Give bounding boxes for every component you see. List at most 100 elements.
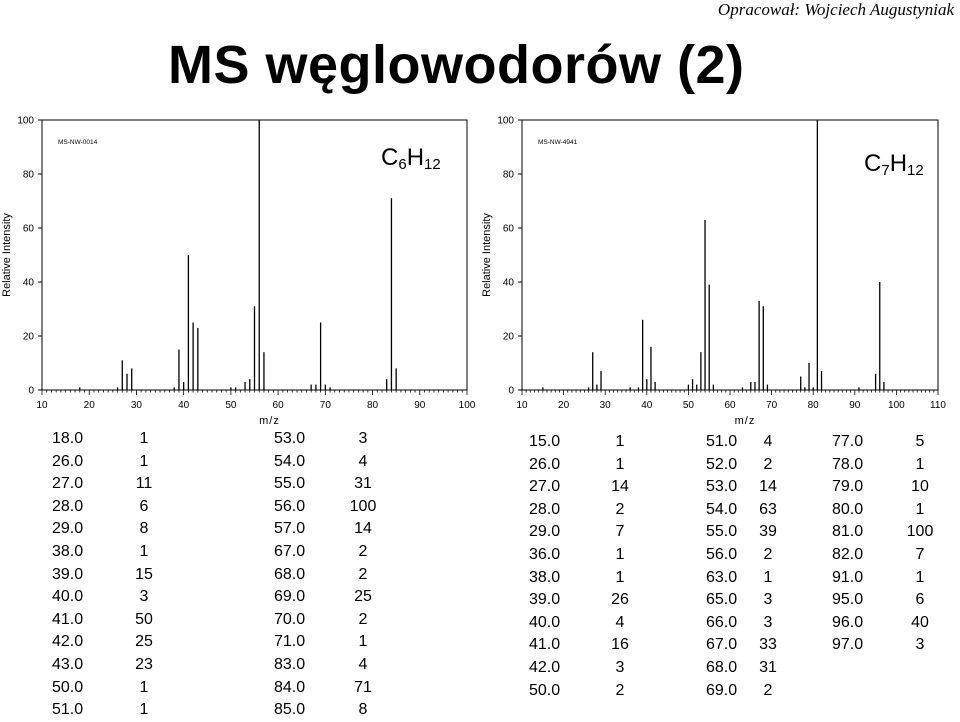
intensity-value: 1 [139,543,149,560]
x-tick-label: 20 [558,400,570,411]
mz-value: 57.0 [274,520,306,538]
spectrum-id-label: MS-NW-4941 [538,139,578,146]
mz-value: 77.0 [832,433,864,450]
y-axis-label: Relative Intensity [482,213,493,297]
mz-value: 67.0 [274,543,306,560]
intensity-value: 23 [135,656,153,673]
intensity-value: 3 [915,636,925,654]
intensity-value: 2 [763,455,773,473]
intensity-value: 3 [763,613,773,631]
formula-subscript: 12 [424,156,441,173]
y-tick-label: 60 [23,224,35,235]
intensity-value: 4 [358,656,368,673]
x-tick-label: 10 [36,400,48,411]
mz-value: 91.0 [832,568,864,586]
intensity-value: 26 [611,591,629,609]
mz-value: 78.0 [832,455,864,473]
x-tick-label: 50 [225,400,237,411]
formula-element: C [864,150,882,177]
formula-element: H [406,144,425,171]
mz-value: 83.0 [274,656,306,673]
intensity-value: 1 [615,546,625,563]
intensity-value: 39 [759,523,777,541]
intensity-value: 10 [911,478,929,496]
mz-value: 18.0 [52,430,84,447]
mz-value: 96.0 [832,613,864,631]
formula-subscript: 12 [907,162,924,179]
intensity-value: 7 [615,523,625,541]
intensity-value: 16 [611,636,629,654]
mz-value: 70.0 [274,610,306,628]
mz-value: 50.0 [52,678,84,696]
x-tick-label: 100 [459,400,476,411]
y-tick-label: 100 [17,116,34,127]
intensity-value: 1 [615,455,625,473]
intensity-value: 1 [139,678,149,696]
intensity-value: 4 [763,433,773,450]
mz-value: 65.0 [706,591,738,609]
intensity-value: 1 [139,701,149,719]
intensity-value: 100 [349,497,377,515]
mz-value: 71.0 [274,633,306,651]
mz-value: 43.0 [52,656,84,673]
x-axis-label: m/z [735,415,756,427]
mz-value: 51.0 [52,701,84,719]
intensity-value: 40 [911,613,929,631]
mz-value: 85.0 [274,701,306,719]
mz-value: 95.0 [832,591,864,609]
intensity-value: 11 [135,475,153,493]
intensity-value: 2 [358,610,368,628]
x-tick-label: 10 [516,400,528,411]
mz-value: 28.0 [529,500,561,518]
mz-value: 69.0 [274,588,306,606]
intensity-value: 1 [915,455,925,473]
mz-value: 28.0 [52,497,84,515]
intensity-value: 7 [915,546,925,563]
intensity-value: 25 [354,588,372,606]
intensity-value: 3 [358,430,368,447]
x-tick-label: 30 [131,400,143,411]
mz-value: 40.0 [529,613,561,631]
intensity-value: 63 [759,500,777,518]
spectrum-id-label: MS-NW-0014 [58,139,98,146]
mz-value: 51.0 [706,433,738,450]
intensity-value: 33 [759,636,777,654]
intensity-value: 50 [135,610,153,628]
y-tick-label: 0 [508,386,514,397]
mz-value: 54.0 [274,452,306,470]
intensity-value: 2 [763,681,773,699]
y-tick-label: 80 [503,170,515,181]
intensity-value: 2 [615,681,625,699]
x-tick-label: 70 [320,400,332,411]
y-tick-label: 40 [503,278,515,289]
spectrum-chart-c6h12: 0 20 40 60 80 100 10 20 30 40 50 60 70 80 90 100 m/z Rela… [1,116,476,427]
mz-value: 42.0 [52,633,84,651]
molecular-formula-c7h12: C7H12 [864,150,924,179]
intensity-value: 2 [358,543,368,560]
intensity-value: 2 [763,546,773,563]
intensity-value: 31 [759,659,777,676]
intensity-value: 1 [139,430,149,447]
x-tick-label: 40 [178,400,190,411]
mz-value: 63.0 [706,568,738,586]
mz-value: 55.0 [706,523,738,541]
intensity-value: 3 [139,588,149,606]
mz-value: 36.0 [529,546,561,563]
intensity-value: 1 [358,633,368,651]
intensity-value: 1 [615,568,625,586]
y-tick-label: 100 [497,116,514,127]
intensity-value: 4 [615,613,625,631]
intensity-value: 5 [915,433,925,450]
mz-value: 26.0 [529,455,561,473]
molecular-formula-c6h12: C6H12 [381,144,441,173]
author-credit: Opracował: Wojciech Augustyniak [717,0,954,19]
intensity-value: 1 [915,500,925,518]
intensity-value: 100 [906,523,934,541]
intensity-value: 8 [139,520,149,538]
intensity-value: 1 [915,568,925,586]
x-tick-label: 90 [849,400,861,411]
intensity-value: 15 [135,565,153,583]
y-tick-label: 40 [23,278,35,289]
intensity-value: 3 [763,591,773,609]
mz-value: 40.0 [52,588,84,606]
